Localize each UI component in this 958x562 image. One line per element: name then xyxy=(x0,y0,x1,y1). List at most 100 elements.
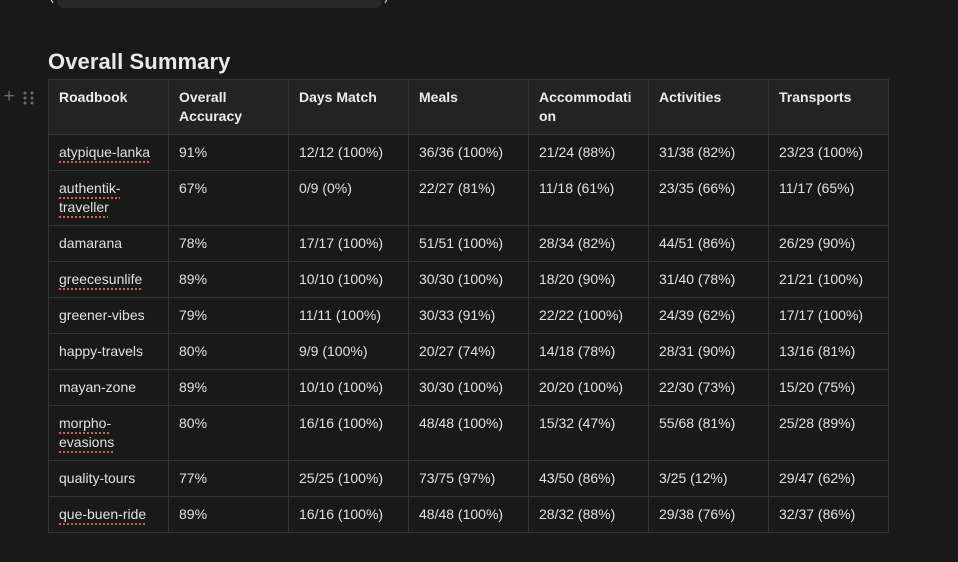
roadbook-cell[interactable]: greecesunlife xyxy=(48,261,169,298)
table-cell[interactable]: 21/21 (100%) xyxy=(768,261,889,298)
roadbook-name: authentik-traveller xyxy=(59,180,121,215)
table-cell[interactable]: 23/35 (66%) xyxy=(648,170,769,226)
table-row: quality-tours 77% 25/25 (100%) 73/75 (97%) 4… xyxy=(48,460,889,497)
table-row: mayan-zone 89% 10/10 (100%) 30/30 (100%) 20/… xyxy=(48,369,889,406)
roadbook-cell[interactable]: morpho-evasions xyxy=(48,405,169,461)
table-row: happy-travels 80% 9/9 (100%) 20/27 (74%) 14/… xyxy=(48,333,889,370)
table-cell[interactable]: 16/16 (100%) xyxy=(288,496,409,533)
column-header-transports[interactable]: Transports xyxy=(768,79,889,135)
table-cell[interactable]: 12/12 (100%) xyxy=(288,134,409,171)
table-cell[interactable]: 11/17 (65%) xyxy=(768,170,889,226)
table-cell[interactable]: 9/9 (100%) xyxy=(288,333,409,370)
table-cell[interactable]: 30/30 (100%) xyxy=(408,261,529,298)
table-row: morpho-evasions 80% 16/16 (100%) 48/48 (100… xyxy=(48,405,889,461)
table-cell[interactable]: 3/25 (12%) xyxy=(648,460,769,497)
table-cell[interactable]: 44/51 (86%) xyxy=(648,225,769,262)
table-row: damarana 78% 17/17 (100%) 51/51 (100%) 28/34… xyxy=(48,225,889,262)
table-cell[interactable]: 80% xyxy=(168,333,289,370)
table-cell[interactable]: 77% xyxy=(168,460,289,497)
table-cell[interactable]: 16/16 (100%) xyxy=(288,405,409,461)
table-cell[interactable]: 32/37 (86%) xyxy=(768,496,889,533)
table-cell[interactable]: 29/38 (76%) xyxy=(648,496,769,533)
table-cell[interactable]: 30/30 (100%) xyxy=(408,369,529,406)
table-cell[interactable]: 80% xyxy=(168,405,289,461)
table-cell[interactable]: 48/48 (100%) xyxy=(408,405,529,461)
roadbook-name: greecesunlife xyxy=(59,271,143,287)
table-cell[interactable]: 28/31 (90%) xyxy=(648,333,769,370)
table-cell[interactable]: 67% xyxy=(168,170,289,226)
table-cell[interactable]: 89% xyxy=(168,369,289,406)
roadbook-cell[interactable]: atypique-lanka xyxy=(48,134,169,171)
roadbook-name: damarana xyxy=(59,235,123,251)
table-cell[interactable]: 51/51 (100%) xyxy=(408,225,529,262)
table-cell[interactable]: 17/17 (100%) xyxy=(288,225,409,262)
table-cell[interactable]: 25/28 (89%) xyxy=(768,405,889,461)
table-cell[interactable]: 29/47 (62%) xyxy=(768,460,889,497)
table-cell[interactable]: 11/11 (100%) xyxy=(288,297,409,334)
table-cell[interactable]: 73/75 (97%) xyxy=(408,460,529,497)
table-cell[interactable]: 10/10 (100%) xyxy=(288,261,409,298)
table-cell[interactable]: 89% xyxy=(168,261,289,298)
table-cell[interactable]: 0/9 (0%) xyxy=(288,170,409,226)
table-body: atypique-lanka 91% 12/12 (100%) 36/36 (100%… xyxy=(48,134,889,533)
table-cell[interactable]: 17/17 (100%) xyxy=(768,297,889,334)
table-row: greener-vibes 79% 11/11 (100%) 30/33 (91%) 2… xyxy=(48,297,889,334)
table-cell[interactable]: 28/34 (82%) xyxy=(528,225,649,262)
column-header-meals[interactable]: Meals xyxy=(408,79,529,135)
table-cell[interactable]: 22/27 (81%) xyxy=(408,170,529,226)
header-row: Roadbook Overall Accuracy Days Match Meals A… xyxy=(48,79,889,135)
roadbook-cell[interactable]: quality-tours xyxy=(48,460,169,497)
table-cell[interactable]: 18/20 (90%) xyxy=(528,261,649,298)
roadbook-cell[interactable]: mayan-zone xyxy=(48,369,169,406)
table-cell[interactable]: 22/22 (100%) xyxy=(528,297,649,334)
table-row: authentik-traveller 67% 0/9 (0%) 22/27 (81%… xyxy=(48,170,889,226)
add-block-button[interactable]: + xyxy=(3,86,15,107)
clipped-paren-right: ) xyxy=(384,0,393,5)
table-cell[interactable]: 28/32 (88%) xyxy=(528,496,649,533)
table-cell[interactable]: 89% xyxy=(168,496,289,533)
table-cell[interactable]: 11/18 (61%) xyxy=(528,170,649,226)
roadbook-cell[interactable]: happy-travels xyxy=(48,333,169,370)
table-cell[interactable]: 26/29 (90%) xyxy=(768,225,889,262)
roadbook-cell[interactable]: greener-vibes xyxy=(48,297,169,334)
table-cell[interactable]: 31/38 (82%) xyxy=(648,134,769,171)
roadbook-name: mayan-zone xyxy=(59,379,137,395)
summary-table: Roadbook Overall Accuracy Days Match Meals A… xyxy=(48,79,889,533)
roadbook-name: morpho-evasions xyxy=(59,415,115,450)
table-cell[interactable]: 24/39 (62%) xyxy=(648,297,769,334)
column-header-activities[interactable]: Activities xyxy=(648,79,769,135)
table-cell[interactable]: 55/68 (81%) xyxy=(648,405,769,461)
roadbook-cell[interactable]: damarana xyxy=(48,225,169,262)
table-cell[interactable]: 91% xyxy=(168,134,289,171)
table-cell[interactable]: 31/40 (78%) xyxy=(648,261,769,298)
column-header-days-match[interactable]: Days Match xyxy=(288,79,409,135)
column-header-overall-accuracy[interactable]: Overall Accuracy xyxy=(168,79,289,135)
column-header-accommodation[interactable]: Accommodation xyxy=(528,79,649,135)
table-cell[interactable]: 22/30 (73%) xyxy=(648,369,769,406)
table-cell[interactable]: 14/18 (78%) xyxy=(528,333,649,370)
table-cell[interactable]: 78% xyxy=(168,225,289,262)
table-cell[interactable]: 15/20 (75%) xyxy=(768,369,889,406)
table-cell[interactable]: 21/24 (88%) xyxy=(528,134,649,171)
clipped-input-fragment[interactable] xyxy=(57,0,382,8)
table-cell[interactable]: 20/20 (100%) xyxy=(528,369,649,406)
table-row: que-buen-ride 89% 16/16 (100%) 48/48 (100%)… xyxy=(48,496,889,533)
table-cell[interactable]: 48/48 (100%) xyxy=(408,496,529,533)
table-cell[interactable]: 43/50 (86%) xyxy=(528,460,649,497)
roadbook-cell[interactable]: que-buen-ride xyxy=(48,496,169,533)
table-cell[interactable]: 30/33 (91%) xyxy=(408,297,529,334)
table-cell[interactable]: 79% xyxy=(168,297,289,334)
column-header-roadbook[interactable]: Roadbook xyxy=(48,79,169,135)
table-cell[interactable]: 15/32 (47%) xyxy=(528,405,649,461)
roadbook-cell[interactable]: authentik-traveller xyxy=(48,170,169,226)
table-cell[interactable]: 10/10 (100%) xyxy=(288,369,409,406)
table-cell[interactable]: 36/36 (100%) xyxy=(408,134,529,171)
roadbook-name: que-buen-ride xyxy=(59,506,147,522)
table-cell[interactable]: 25/25 (100%) xyxy=(288,460,409,497)
summary-table-container: Roadbook Overall Accuracy Days Match Meals A… xyxy=(48,79,889,533)
table-cell[interactable]: 13/16 (81%) xyxy=(768,333,889,370)
table-cell[interactable]: 20/27 (74%) xyxy=(408,333,529,370)
drag-handle-icon[interactable] xyxy=(22,90,35,111)
table-cell[interactable]: 23/23 (100%) xyxy=(768,134,889,171)
